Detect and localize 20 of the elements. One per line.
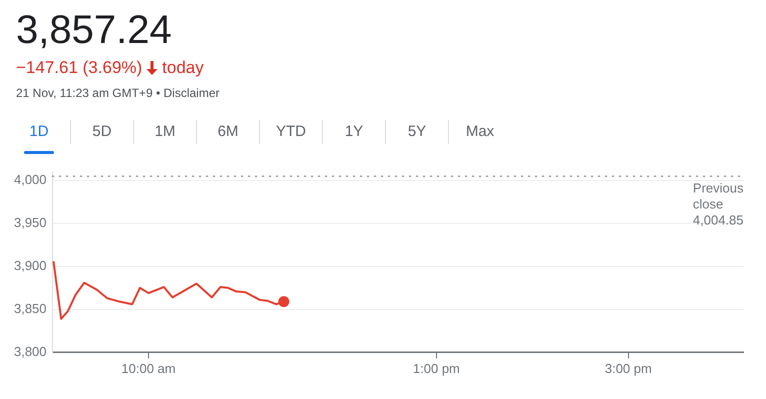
y-tick-label: 3,850	[14, 300, 47, 316]
text: 1Y	[344, 122, 364, 142]
text: 5Y	[406, 122, 428, 142]
text: 1D	[28, 122, 50, 142]
text: 1M	[154, 122, 176, 142]
text: Max	[464, 122, 496, 142]
chart-title: 3,857.24	[16, 8, 173, 52]
chart-subtitle: −147.61 (3.69%) today	[16, 58, 204, 78]
y-tick-label: 3,800	[14, 344, 47, 359]
text: 21 Nov, 11:23 am GMT+9 • Disclaimer	[16, 86, 220, 100]
y-tick-label: 4,000	[14, 172, 47, 187]
x-tick-label: 10:00 am	[121, 360, 176, 376]
text: YTD	[275, 122, 307, 142]
y-tick-label: 3,900	[14, 258, 47, 273]
text: 6M	[216, 122, 240, 142]
ref-line-label: Previous close 4,004.85	[692, 180, 744, 228]
y-tick-label: 3,950	[14, 214, 47, 230]
text: 5D	[91, 122, 113, 142]
x-tick-label: 3:00 pm	[604, 360, 652, 376]
x-tick-label: 1:00 pm	[412, 360, 460, 376]
